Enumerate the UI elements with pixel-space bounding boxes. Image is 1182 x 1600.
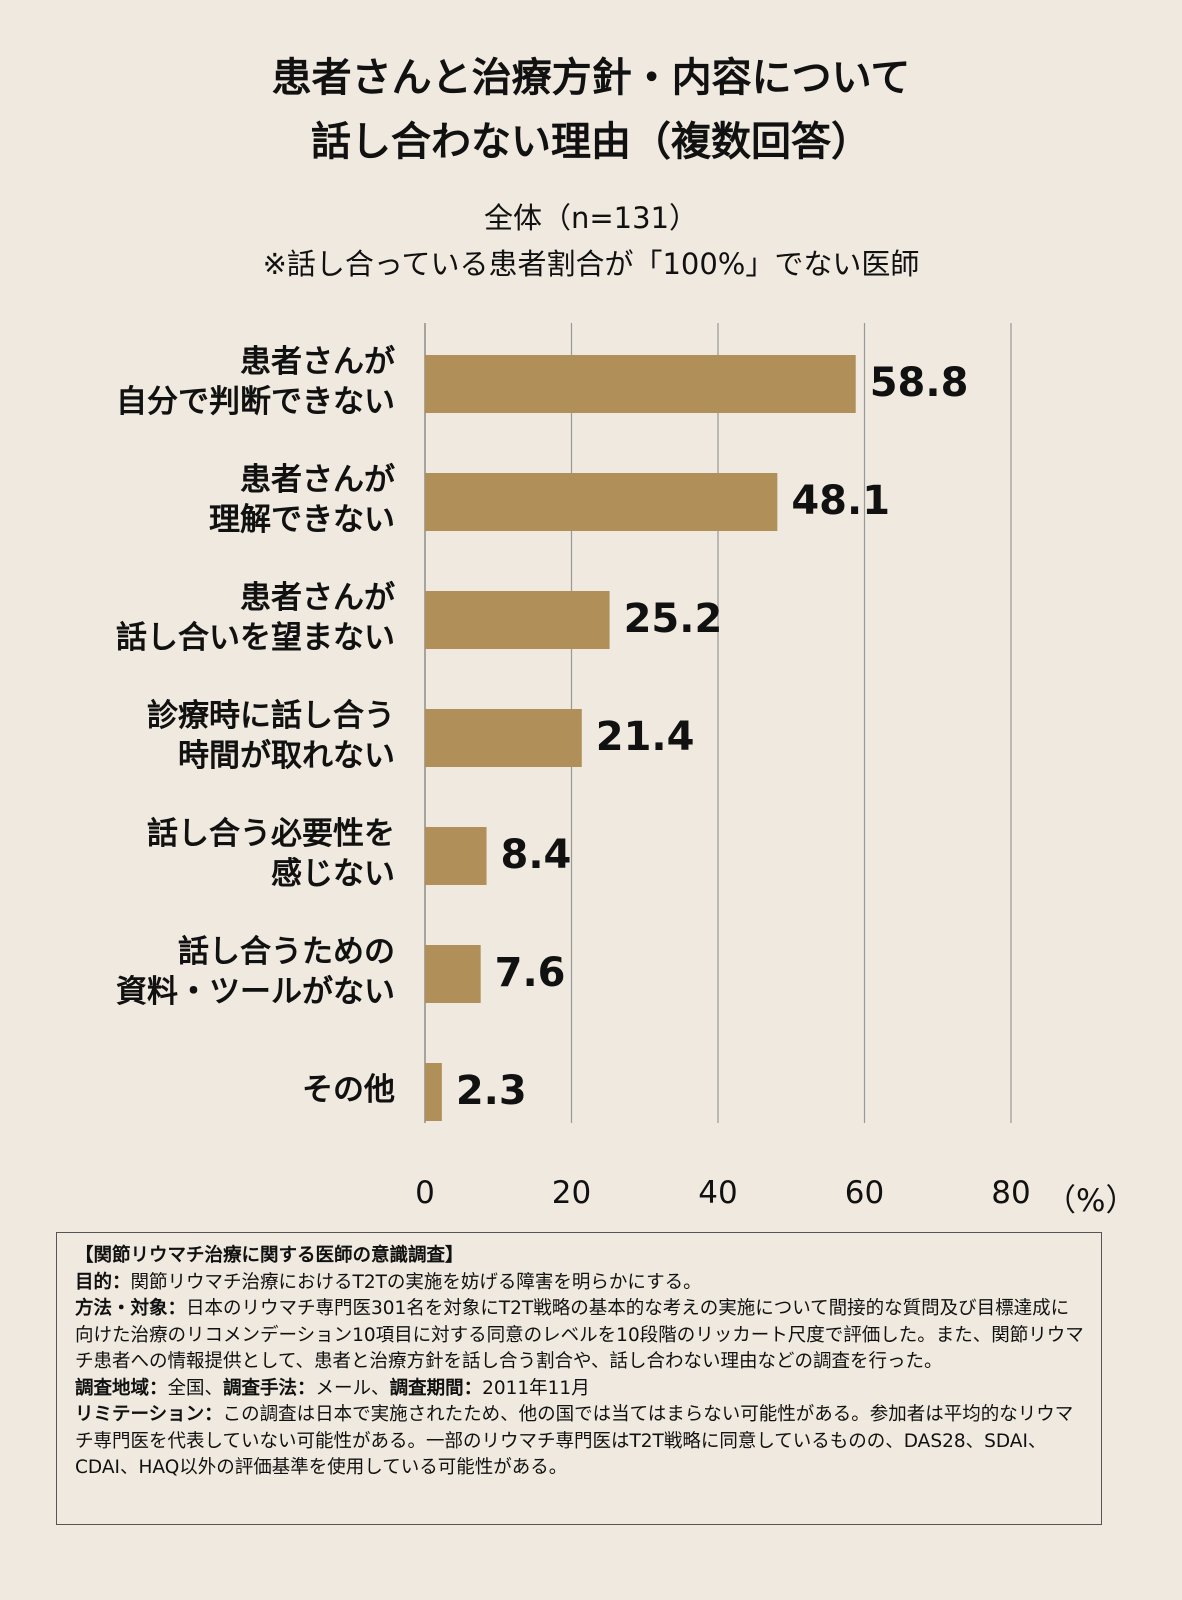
bar-chart xyxy=(424,323,1012,1123)
note-purpose: 目的：関節リウマチ治療におけるT2Tの実施を妨げる障害を明らかにする。 xyxy=(75,1271,702,1293)
note-survey-info: 調査地域：全国、調査手法：メール、調査期間：2011年11月 xyxy=(75,1377,590,1399)
bar xyxy=(425,709,582,767)
bar xyxy=(425,591,610,649)
x-tick-label: 20 xyxy=(551,1175,592,1211)
note-method: 方法・対象：日本のリウマチ専門医301名を対象にT2T戦略の基本的な考えの実施に… xyxy=(75,1298,1084,1372)
subtitle-line-1: 全体（n=131） xyxy=(483,201,699,235)
x-axis-unit: （%） xyxy=(1045,1183,1137,1219)
category-label: 患者さんが 理解できない xyxy=(209,462,395,538)
data-label: 8.4 xyxy=(500,832,572,878)
bar xyxy=(425,1063,442,1121)
subtitle-line-2: ※話し合っている患者割合が「100%」でない医師 xyxy=(262,247,920,281)
category-label: 話し合う必要性を 感じない xyxy=(147,816,395,892)
survey-note: 【関節リウマチ治療に関する医師の意識調査】 目的：関節リウマチ治療におけるT2T… xyxy=(56,1232,1102,1525)
chart-title: 患者さんと治療方針・内容について 話し合わない理由（複数回答） xyxy=(271,55,911,165)
data-label: 48.1 xyxy=(791,478,891,524)
x-tick-label: 0 xyxy=(415,1175,435,1211)
data-label: 2.3 xyxy=(455,1068,527,1114)
x-tick-label: 40 xyxy=(698,1175,738,1211)
note-heading: 【関節リウマチ治療に関する医師の意識調査】 xyxy=(75,1245,464,1266)
data-label: 7.6 xyxy=(494,950,566,996)
category-label: 患者さんが 話し合いを望まない xyxy=(116,580,395,656)
category-label: 話し合うための 資料・ツールがない xyxy=(116,934,395,1010)
x-tick-label: 80 xyxy=(991,1175,1031,1211)
category-label: 診療時に話し合う 時間が取れない xyxy=(147,698,395,774)
bar xyxy=(425,945,481,1003)
category-label: その他 xyxy=(302,1072,395,1108)
data-label: 25.2 xyxy=(623,596,723,642)
category-label: 患者さんが 自分で判断できない xyxy=(116,344,395,420)
data-label: 58.8 xyxy=(869,360,969,406)
bar xyxy=(425,355,856,413)
chart-subtitle: 全体（n=131） ※話し合っている患者割合が「100%」でない医師 xyxy=(0,195,1182,287)
data-label: 21.4 xyxy=(595,714,695,760)
bar xyxy=(425,473,778,531)
bar xyxy=(425,827,487,885)
x-tick-label: 60 xyxy=(844,1175,885,1211)
note-limitation: リミテーション：この調査は日本で実施されたため、他の国では当てはまらない可能性が… xyxy=(75,1404,1074,1478)
